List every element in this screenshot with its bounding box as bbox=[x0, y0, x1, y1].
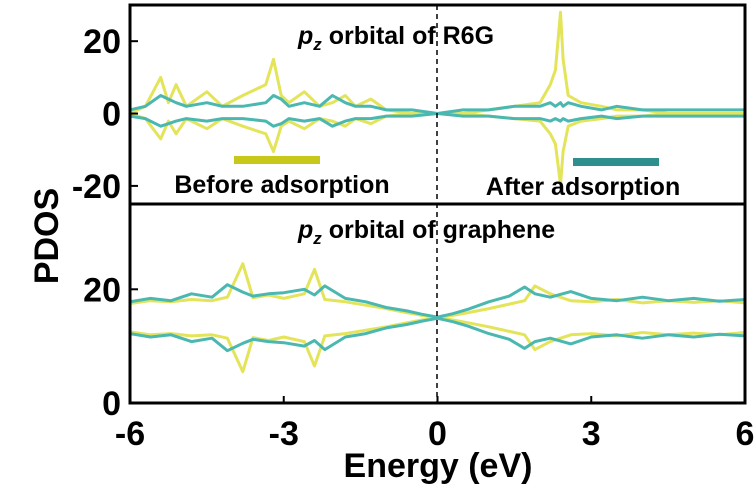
panel-r6g: 20 0 -20 pz orbital of R6G Before adsorpti… bbox=[72, 3, 747, 206]
y-axis-title: PDOS bbox=[28, 188, 66, 284]
y-tick-label: 20 bbox=[83, 23, 121, 61]
x-tick-label: 0 bbox=[428, 415, 447, 453]
x-axis-title: Energy (eV) bbox=[344, 447, 533, 485]
x-tick-label: 3 bbox=[582, 415, 601, 453]
y-tick-label: 20 bbox=[83, 271, 121, 309]
x-tick-label: -3 bbox=[269, 415, 299, 453]
series-after-adsorption-spin-up bbox=[130, 94, 745, 115]
y-tick-label: 0 bbox=[102, 96, 121, 134]
series-after-adsorption-spin-down bbox=[130, 112, 745, 128]
legend-after-swatch bbox=[573, 158, 659, 166]
panel-r6g-title: pz orbital of R6G bbox=[297, 22, 494, 54]
legend-before-swatch bbox=[234, 156, 320, 164]
x-tick-label: -6 bbox=[115, 415, 145, 453]
y-tick-label: -20 bbox=[72, 168, 121, 206]
panel-graphene-title: pz orbital of graphene bbox=[297, 216, 555, 248]
legend-before-label: Before adsorption bbox=[174, 171, 389, 199]
panel-graphene: 20 0 pz orbital of graphene bbox=[83, 202, 747, 423]
legend-after-label: After adsorption bbox=[486, 173, 680, 201]
series-after-adsorption-spin-up bbox=[130, 283, 745, 319]
series-after-adsorption-spin-down bbox=[130, 316, 745, 353]
y-tick-label: 0 bbox=[102, 385, 121, 423]
x-tick-label: 6 bbox=[736, 415, 755, 453]
